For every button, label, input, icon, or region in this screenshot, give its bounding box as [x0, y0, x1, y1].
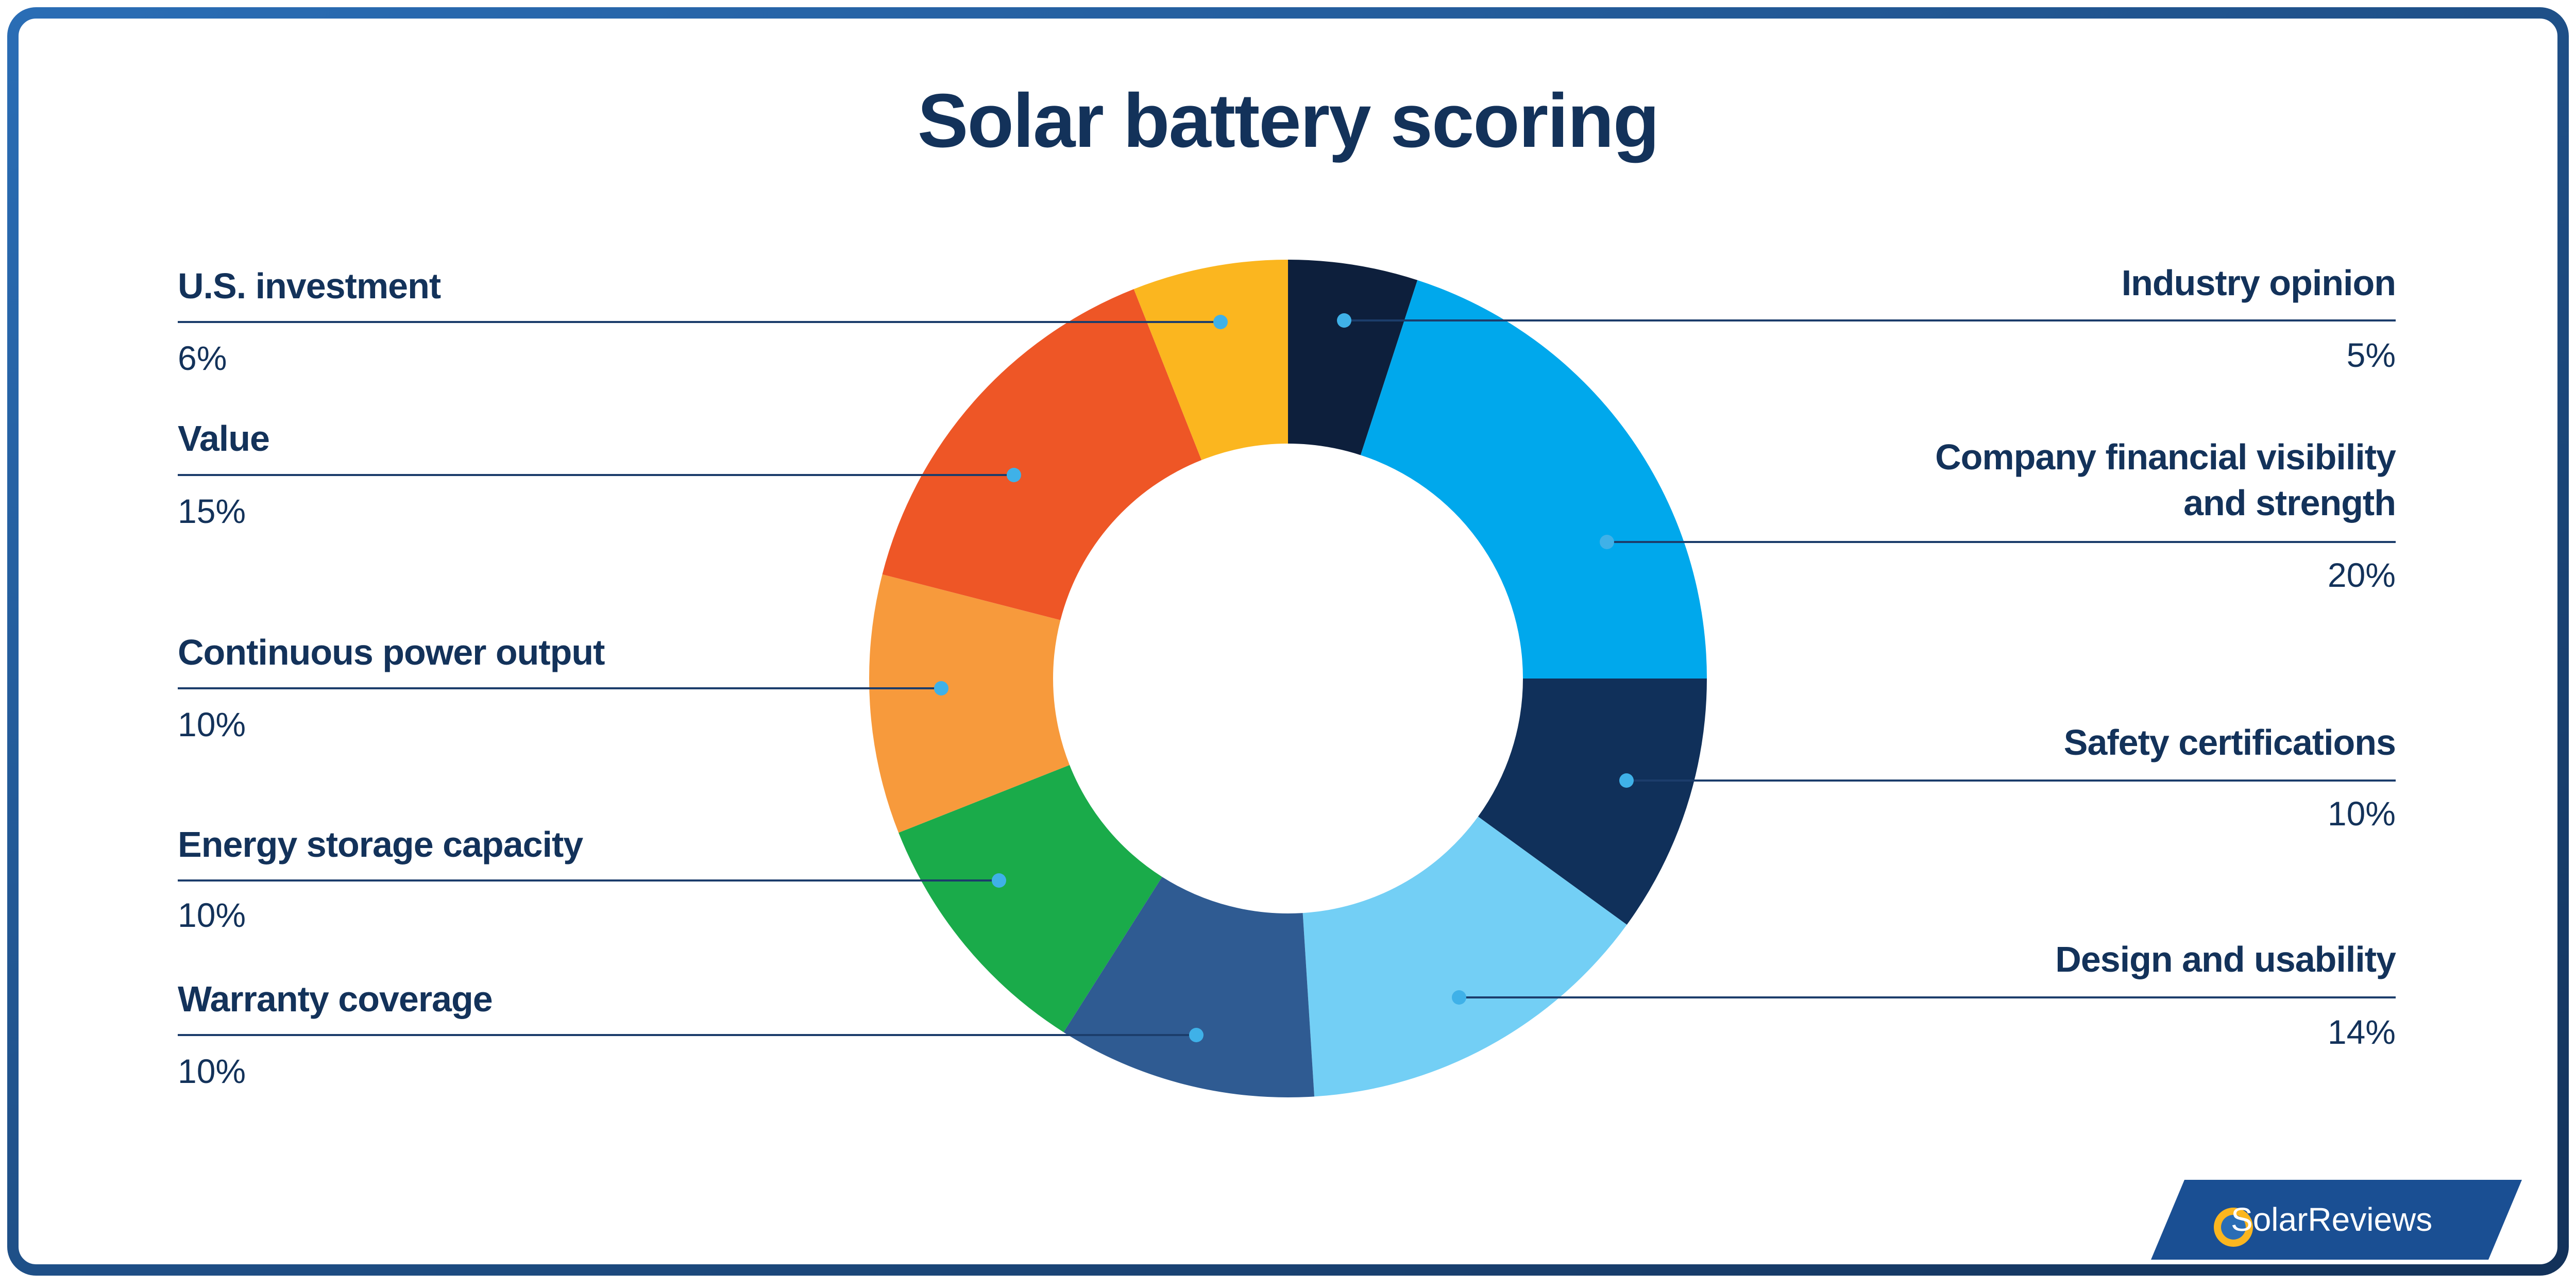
category-label: Industry opinion [2121, 263, 2396, 303]
category-label: Energy storage capacity [178, 824, 583, 865]
value-label: 5% [2346, 336, 2396, 374]
value-label: 14% [2327, 1013, 2396, 1051]
category-label: Company financial visibility and strengt… [1935, 437, 2396, 523]
category-label: Design and usability [2055, 939, 2396, 979]
slice [1478, 679, 1707, 925]
category-label: Value [178, 418, 270, 459]
category-label: Safety certifications [2063, 722, 2396, 762]
value-label: 20% [2327, 556, 2396, 594]
value-label: 10% [178, 896, 246, 934]
leader-dot [934, 681, 948, 696]
slice [1288, 260, 1418, 455]
value-label: 10% [178, 705, 246, 743]
leader-dot [1619, 773, 1634, 788]
slice [1302, 817, 1627, 1097]
logo-text: SolarReviews [2231, 1201, 2433, 1238]
logo-globe [2221, 1215, 2246, 1240]
leader-dot [1213, 315, 1228, 329]
slice [899, 765, 1162, 1032]
leader-dot [1452, 990, 1466, 1005]
category-label: Continuous power output [178, 632, 605, 672]
category-label: U.S. investment [178, 266, 441, 306]
value-label: 10% [2327, 794, 2396, 833]
value-label: 10% [178, 1052, 246, 1090]
slice [1063, 877, 1315, 1097]
leader-dot [1189, 1028, 1204, 1042]
leader-dot [992, 873, 1006, 888]
value-label: 15% [178, 492, 246, 530]
leader-dot [1600, 535, 1614, 549]
slice [882, 289, 1202, 620]
frame [7, 7, 2569, 1276]
leader-dot [1007, 468, 1021, 482]
chart-title: Solar battery scoring [917, 78, 1659, 163]
slice [869, 574, 1070, 833]
leader-dot [1337, 313, 1351, 328]
value-label: 6% [178, 339, 227, 377]
slice [1360, 280, 1707, 679]
slice [1133, 260, 1288, 461]
category-label: Warranty coverage [178, 979, 493, 1019]
